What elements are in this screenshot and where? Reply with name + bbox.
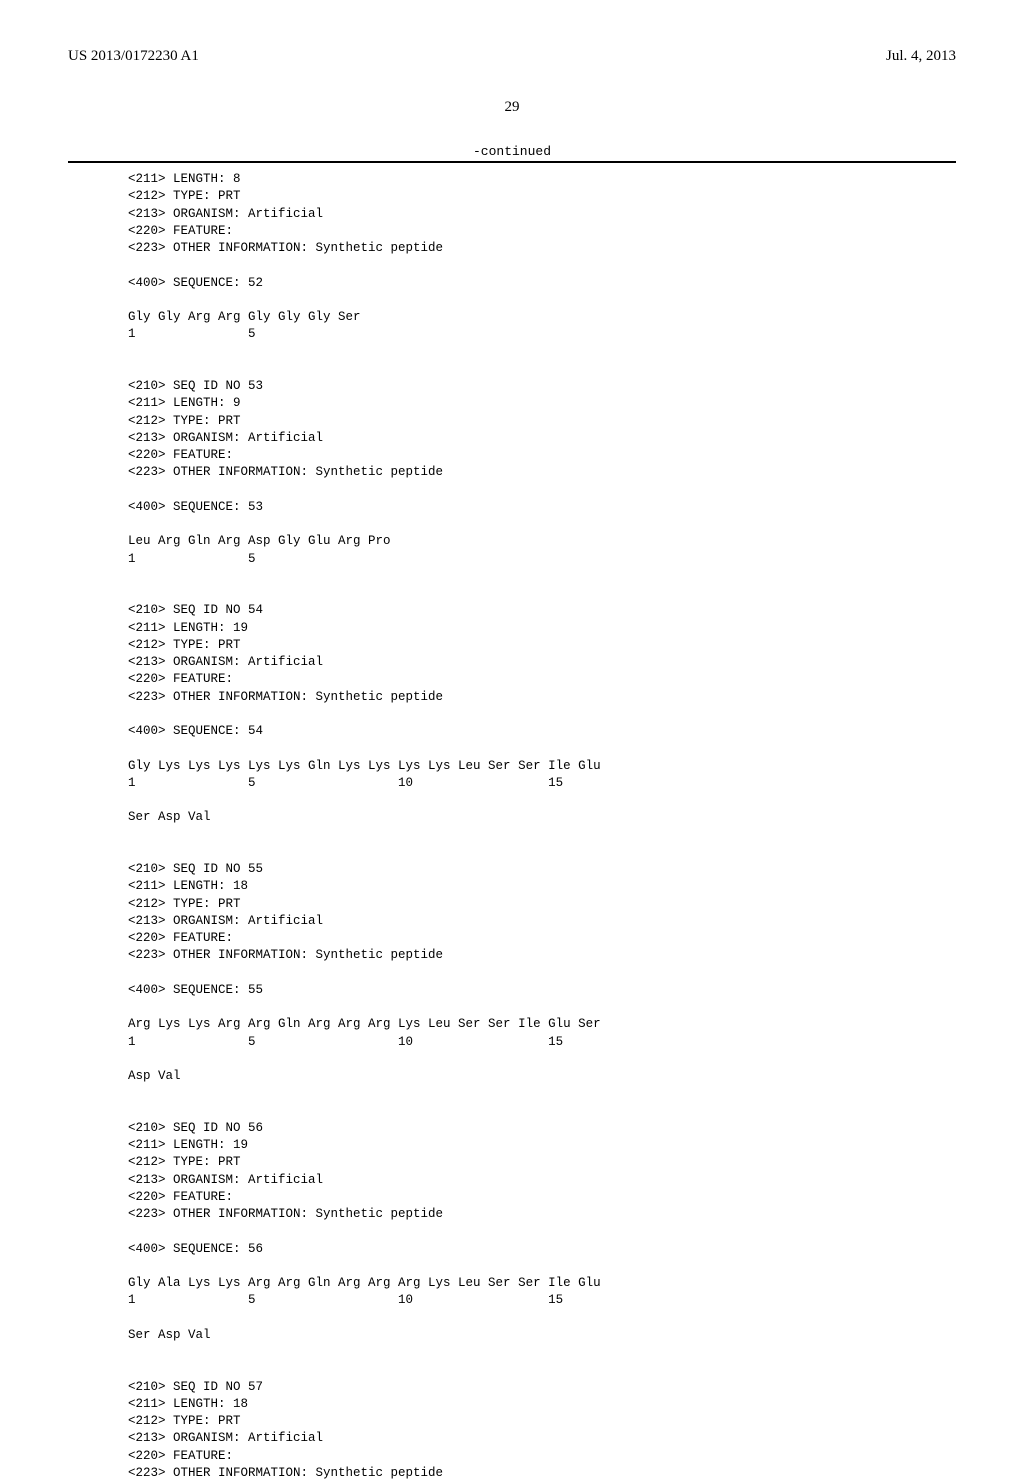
- rule-top: [68, 161, 956, 163]
- continued-label: -continued: [68, 144, 956, 159]
- publication-date: Jul. 4, 2013: [886, 48, 956, 65]
- page-header: US 2013/0172230 A1 Jul. 4, 2013: [68, 48, 956, 65]
- sequence-listing: <211> LENGTH: 8 <212> TYPE: PRT <213> OR…: [128, 171, 956, 1482]
- page-number: 29: [68, 99, 956, 116]
- publication-number: US 2013/0172230 A1: [68, 48, 199, 65]
